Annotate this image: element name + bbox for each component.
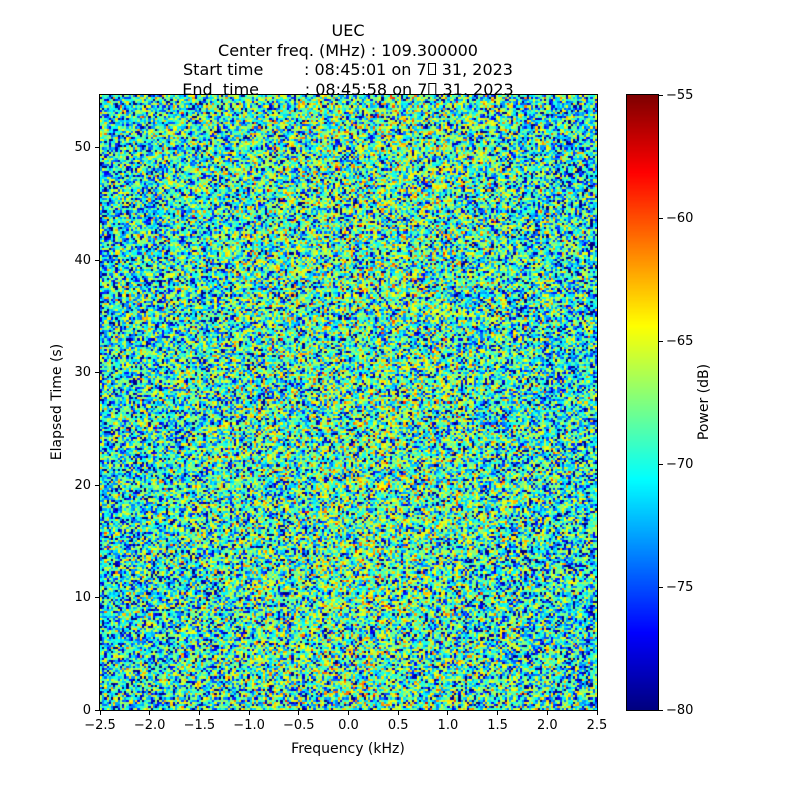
x-tick-label: −2.5	[84, 718, 116, 733]
x-axis-label: Frequency (kHz)	[291, 741, 405, 757]
y-tick-mark	[95, 372, 99, 374]
x-tick-label: 0.0	[338, 718, 359, 733]
x-tick-mark	[248, 711, 250, 715]
y-tick-mark	[95, 259, 99, 261]
x-tick-label: −0.5	[283, 718, 315, 733]
colorbar-tick-mark	[659, 586, 663, 588]
missing-month-glyph-icon	[427, 63, 436, 75]
colorbar-tick-mark	[659, 217, 663, 219]
y-tick-label: 10	[74, 590, 91, 606]
x-tick-label: −1.5	[183, 718, 216, 733]
y-tick-mark	[95, 597, 99, 599]
x-tick-label: 2.5	[586, 718, 608, 733]
colorbar-tick-mark	[659, 463, 663, 465]
x-tick-mark	[198, 711, 200, 715]
spectrogram-canvas	[100, 95, 597, 710]
x-tick-mark	[99, 711, 101, 715]
start-time-text: Start time : 08:45:01 on 7	[183, 60, 427, 79]
plot-title: UEC	[331, 21, 365, 40]
colorbar-tick-mark	[659, 709, 663, 711]
x-tick-mark	[596, 711, 598, 715]
x-tick-mark	[546, 711, 548, 715]
y-tick-label: 20	[74, 477, 91, 493]
colorbar-tick-label: −75	[666, 579, 694, 595]
x-tick-mark	[149, 711, 151, 715]
colorbar-tick-label: −60	[666, 210, 694, 226]
y-tick-label: 0	[82, 702, 91, 718]
y-tick-mark	[95, 709, 99, 711]
x-tick-label: 2.0	[536, 718, 558, 733]
colorbar-tick-mark	[659, 340, 663, 342]
x-tick-label: 0.5	[387, 718, 409, 733]
y-tick-label: 40	[74, 252, 91, 268]
x-tick-label: −2.0	[133, 718, 166, 733]
y-axis-label: Elapsed Time (s)	[49, 343, 65, 461]
x-tick-label: 1.0	[437, 718, 459, 733]
x-tick-mark	[397, 711, 399, 715]
y-tick-label: 50	[74, 140, 91, 156]
colorbar	[626, 94, 659, 711]
x-tick-mark	[298, 711, 300, 715]
x-tick-mark	[497, 711, 499, 715]
plot-area	[99, 94, 598, 711]
y-tick-mark	[95, 484, 99, 486]
colorbar-tick-mark	[659, 94, 663, 96]
y-tick-mark	[95, 147, 99, 149]
y-tick-label: 30	[74, 365, 91, 381]
colorbar-gradient-canvas	[627, 95, 658, 710]
start-time-line: Start time : 08:45:01 on 7 31, 2023	[183, 60, 513, 79]
start-date-text: 31, 2023	[436, 60, 513, 79]
x-tick-mark	[447, 711, 449, 715]
colorbar-tick-label: −80	[666, 702, 694, 718]
x-tick-label: −1.0	[233, 718, 265, 733]
colorbar-label: Power (dB)	[696, 363, 712, 441]
colorbar-tick-label: −70	[666, 456, 694, 472]
colorbar-tick-label: −55	[666, 87, 694, 103]
x-tick-mark	[348, 711, 349, 715]
colorbar-tick-label: −65	[666, 333, 694, 349]
x-tick-label: 1.5	[487, 718, 508, 733]
center-freq-line: Center freq. (MHz) : 109.300000	[218, 41, 478, 60]
